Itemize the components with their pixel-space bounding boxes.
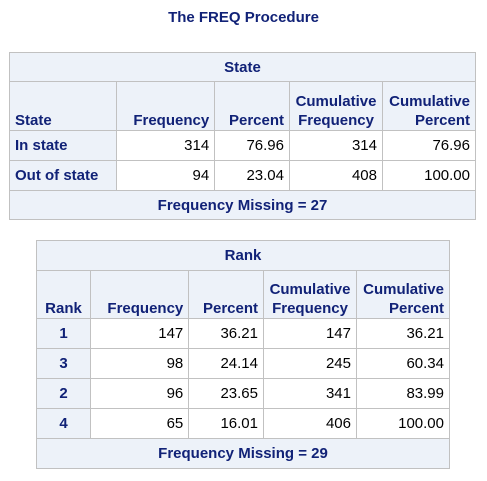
cumulative-percent-cell: 100.00: [356, 408, 450, 439]
column-header-cumulative-percent: Cumulative Percent: [356, 270, 450, 319]
percent-cell: 16.01: [188, 408, 264, 439]
column-header-percent: Percent: [188, 270, 264, 319]
row-label: 3: [36, 348, 91, 379]
cumulative-percent-cell: 83.99: [356, 378, 450, 409]
table-row: 2 96 23.65 341 83.99: [36, 378, 450, 409]
cumulative-frequency-cell: 147: [263, 318, 357, 349]
cumulative-frequency-cell: 408: [289, 160, 383, 191]
table-row: Out of state 94 23.04 408 100.00: [9, 160, 476, 191]
column-header-frequency: Frequency: [89, 270, 190, 319]
percent-cell: 24.14: [188, 348, 264, 379]
percent-cell: 76.96: [214, 130, 290, 161]
frequency-cell: 314: [115, 130, 216, 161]
table-row: In state 314 76.96 314 76.96: [9, 130, 476, 161]
percent-cell: 23.04: [214, 160, 290, 191]
cumulative-percent-cell: 100.00: [382, 160, 476, 191]
cumulative-frequency-cell: 406: [263, 408, 357, 439]
row-label: 1: [36, 318, 91, 349]
row-label: Out of state: [9, 160, 117, 191]
frequency-cell: 147: [89, 318, 190, 349]
table-title: Rank: [36, 240, 450, 271]
table-row: 4 65 16.01 406 100.00: [36, 408, 450, 439]
column-header-frequency: Frequency: [115, 81, 216, 131]
row-label: In state: [9, 130, 117, 161]
state-frequency-table: State State Frequency Percent Cumulative…: [9, 52, 476, 220]
column-header-cumulative-frequency: Cumulative Frequency: [289, 81, 383, 131]
cumulative-percent-cell: 36.21: [356, 318, 450, 349]
frequency-missing-footer: Frequency Missing = 27: [9, 190, 476, 220]
table-title: State: [9, 52, 476, 82]
frequency-cell: 98: [89, 348, 190, 379]
procedure-title: The FREQ Procedure: [168, 9, 319, 26]
row-label: 4: [36, 408, 91, 439]
frequency-missing-footer: Frequency Missing = 29: [36, 438, 450, 469]
column-header-state: State: [9, 81, 117, 131]
cumulative-frequency-cell: 245: [263, 348, 357, 379]
rank-frequency-table: Rank Rank Frequency Percent Cumulative F…: [36, 240, 450, 469]
cumulative-percent-cell: 60.34: [356, 348, 450, 379]
table-row: 3 98 24.14 245 60.34: [36, 348, 450, 379]
column-header-cumulative-frequency: Cumulative Frequency: [263, 270, 357, 319]
frequency-cell: 94: [115, 160, 216, 191]
column-header-percent: Percent: [214, 81, 290, 131]
frequency-cell: 65: [89, 408, 190, 439]
percent-cell: 23.65: [188, 378, 264, 409]
column-header-rank: Rank: [36, 270, 91, 319]
column-header-cumulative-percent: Cumulative Percent: [382, 81, 476, 131]
row-label: 2: [36, 378, 91, 409]
percent-cell: 36.21: [188, 318, 264, 349]
table-row: 1 147 36.21 147 36.21: [36, 318, 450, 349]
cumulative-frequency-cell: 341: [263, 378, 357, 409]
cumulative-frequency-cell: 314: [289, 130, 383, 161]
cumulative-percent-cell: 76.96: [382, 130, 476, 161]
frequency-cell: 96: [89, 378, 190, 409]
